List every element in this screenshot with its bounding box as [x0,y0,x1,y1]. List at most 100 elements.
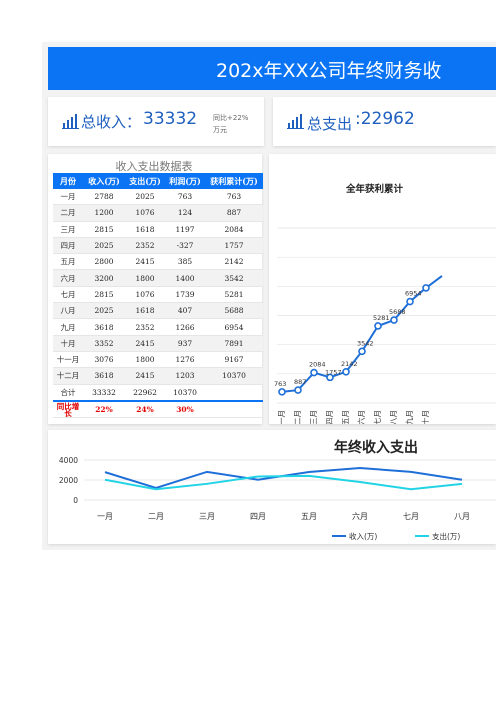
x-tick-label: 一月 [97,512,113,521]
cell-profit: 1266 [165,318,205,336]
table-row: 八月 2025 1618 407 5688 [53,302,263,320]
data-label: 2142 [341,360,358,368]
income-expense-chart-title: 年终收入支出 [334,440,418,456]
cell-month: 一月 [53,189,83,206]
table-row: 六月 3200 1800 1400 3542 [53,269,263,287]
data-point [374,322,382,330]
cell-month: 七月 [53,286,83,304]
data-label: 3542 [357,339,374,347]
x-tick-label: 四月 [325,410,334,424]
table-total-row: 合计 33332 22962 10370 [53,384,263,402]
cell-profit: 385 [165,253,205,271]
cell-month: 二月 [53,204,83,222]
kpi-card-expense: 总支出 :22962 [273,97,496,146]
cumulative-chart-title: 全年获利累计 [346,184,404,195]
cell-expense: 1800 [125,269,165,287]
table-row: 四月 2025 2352 -327 1757 [53,237,263,255]
cell-profit: 10370 [165,384,205,402]
cell-month: 同比增长 [53,400,83,419]
cell-income: 22% [83,400,125,419]
cell-month: 九月 [53,318,83,336]
header-month: 月份 [53,173,83,189]
cell-cumulative: 9167 [205,351,263,369]
cell-income: 2815 [83,221,125,238]
x-tick-label: 三月 [309,410,318,424]
data-table-card: 收入支出数据表 月份 收入(万) 支出(万) 利润(万) 获利累计(万) 一月 2… [48,154,263,424]
cell-expense: 22962 [125,384,165,402]
legend-label: 收入(万) [349,531,377,541]
table-row: 一月 2788 2025 763 763 [53,189,263,206]
x-tick-label: 十月 [420,410,430,424]
cell-income: 2788 [83,189,125,206]
x-tick-label: 三月 [199,512,215,521]
y-tick-label: 4000 [59,456,78,465]
cell-cumulative: 5688 [205,302,263,320]
header-expense: 支出(万) [125,173,165,189]
cell-income: 3076 [83,351,125,369]
cell-cumulative: 5281 [205,286,263,304]
dashboard: 202x年XX公司年终财务收 总收入： 33332 同比+22% 万元 总支出 … [42,42,496,550]
cell-income: 2025 [83,237,125,255]
data-label: 6954 [405,290,422,298]
expense-label: 总支出 [307,115,353,133]
income-yoy-note: 同比+22% [213,114,249,122]
data-label: 887 [294,378,306,386]
cell-income: 2800 [83,253,125,271]
table-row: 三月 2815 1618 1197 2084 [53,221,263,238]
cell-cumulative: 6954 [205,318,263,336]
cell-income: 33332 [83,384,125,402]
income-expense-chart-card: 年终收入支出 4000 2000 0 一月 二月 三月 四月 五月 六月 七月 八月 收入(万) 支出(… [48,430,496,544]
cell-expense: 1618 [125,302,165,320]
data-point [422,284,430,292]
cell-cumulative: 2142 [205,253,263,271]
cell-profit: 937 [165,335,205,352]
data-point [294,386,302,394]
cell-expense: 2415 [125,335,165,352]
cell-month: 十月 [53,335,83,352]
cell-income: 3200 [83,269,125,287]
cell-profit: 1400 [165,269,205,287]
cell-expense: 2352 [125,318,165,336]
table-row: 七月 2815 1076 1739 5281 [53,286,263,304]
table-row: 五月 2800 2415 385 2142 [53,253,263,271]
series-line-income [104,466,463,490]
x-tick-label: 二月 [293,410,302,424]
cell-cumulative: 3542 [205,269,263,287]
cell-cumulative [205,384,263,402]
cell-month: 八月 [53,302,83,320]
cell-month: 十一月 [53,351,83,369]
legend-label: 支出(万) [432,531,460,541]
table-header-row: 月份 收入(万) 支出(万) 利润(万) 获利累计(万) [53,173,263,189]
cell-income: 2025 [83,302,125,320]
cell-expense: 2415 [125,367,165,385]
cell-income: 3618 [83,367,125,385]
cell-profit: 407 [165,302,205,320]
cell-expense: 2415 [125,253,165,271]
x-tick-label: 七月 [403,512,419,521]
x-tick-label: 七月 [373,410,382,424]
bar-chart-icon [287,114,304,129]
cell-expense: 1076 [125,204,165,222]
cell-month: 十二月 [53,367,83,385]
x-tick-label: 五月 [341,410,350,424]
cell-month: 五月 [53,253,83,271]
data-point [406,297,414,306]
title-banner: 202x年XX公司年终财务收 [48,47,496,90]
cell-month: 四月 [53,237,83,255]
data-point [358,347,366,356]
cell-month: 三月 [53,221,83,238]
cell-profit: -327 [165,237,205,255]
table-row: 二月 1200 1076 124 887 [53,204,263,222]
data-point [278,388,286,396]
header-income: 收入(万) [83,173,125,189]
cell-cumulative [205,400,263,419]
x-tick-label: 九月 [405,410,414,424]
cell-cumulative: 10370 [205,367,263,385]
data-label: 1757 [325,368,342,376]
x-tick-label: 六月 [352,511,368,521]
x-tick-label: 一月 [277,410,286,424]
cell-expense: 2025 [125,189,165,206]
cell-income: 3352 [83,335,125,352]
x-tick-label: 四月 [250,512,266,521]
